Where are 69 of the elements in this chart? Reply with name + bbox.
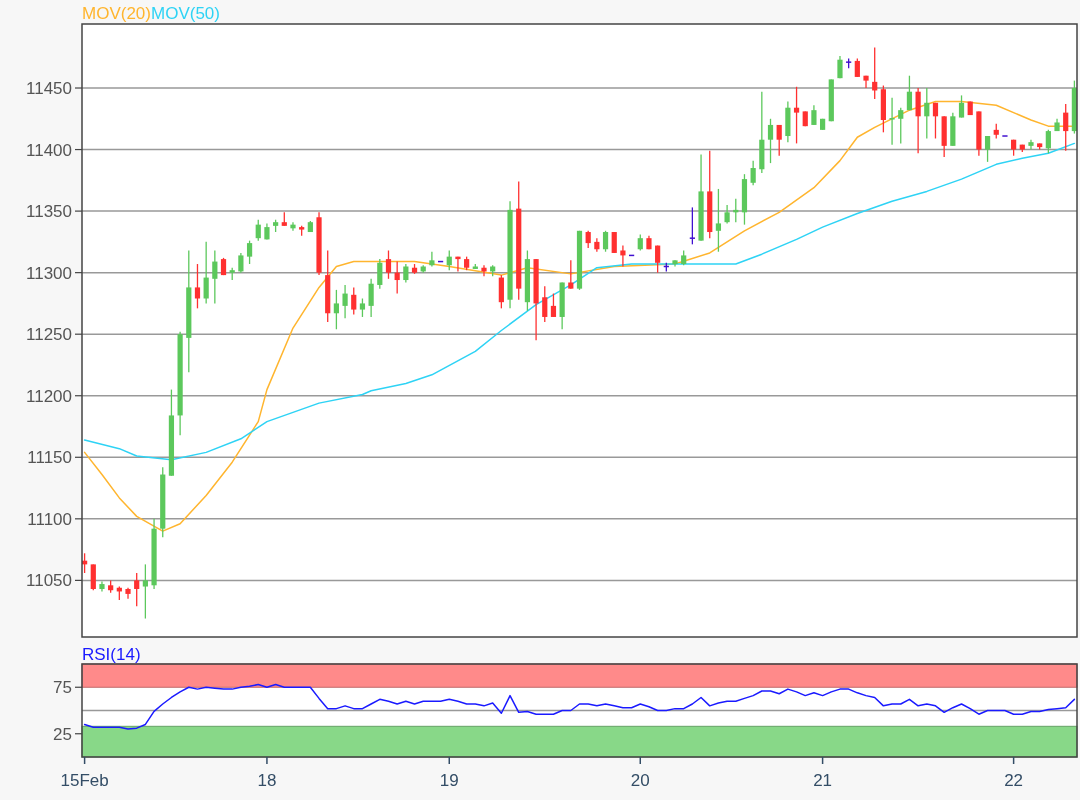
- candlestick: [888, 97, 896, 146]
- candlestick: [655, 244, 661, 274]
- y-tick-label: 25: [53, 724, 72, 744]
- candlestick: [455, 255, 461, 273]
- candlestick: [429, 251, 435, 268]
- candlestick: [542, 285, 548, 323]
- candlestick: [906, 75, 913, 111]
- candlestick: [1063, 103, 1069, 152]
- candlestick: [689, 206, 696, 245]
- candlestick: [602, 230, 609, 253]
- candlestick: [767, 118, 774, 164]
- candlestick: [620, 244, 626, 268]
- candlestick: [898, 107, 904, 145]
- candlestick: [142, 563, 148, 620]
- y-tick-label: 11300: [25, 263, 72, 283]
- candlestick: [481, 264, 487, 277]
- x-tick-label: 15Feb: [60, 771, 109, 790]
- candlestick: [750, 159, 756, 186]
- candlestick: [793, 86, 800, 145]
- candlestick: [351, 286, 357, 316]
- candlestick: [377, 258, 383, 290]
- text: MOV(50): [151, 4, 220, 23]
- candlestick: [1028, 139, 1034, 151]
- line-series: [83, 142, 1076, 461]
- x-tick-label: 19: [439, 771, 459, 790]
- candlestick: [212, 249, 218, 305]
- candlestick: [359, 297, 366, 318]
- y-tick-label: 11150: [27, 448, 72, 468]
- chart-title: RSI(14): [82, 645, 141, 664]
- candlestick: [403, 263, 409, 284]
- candlestick: [932, 102, 939, 140]
- candlestick: [984, 135, 991, 163]
- candlestick: [394, 260, 400, 295]
- candlestick: [550, 292, 557, 318]
- y-tick-label: 11450: [25, 78, 72, 98]
- candlestick: [203, 241, 209, 305]
- y-tick-label: 11400: [25, 140, 72, 160]
- x-tick-label: 18: [257, 771, 277, 790]
- candlestick: [385, 249, 392, 280]
- candlestick: [958, 94, 965, 119]
- candlestick: [290, 221, 296, 232]
- y-tick-label: 11100: [27, 509, 72, 529]
- x-tick-label: 21: [813, 771, 833, 790]
- y-tick-label: 11200: [25, 386, 72, 406]
- candlestick: [134, 572, 140, 607]
- x-tick-label: 20: [630, 771, 650, 790]
- candlestick: [611, 231, 617, 254]
- text: MOV(20): [82, 4, 151, 23]
- candlestick: [924, 87, 930, 140]
- candlestick: [194, 263, 201, 309]
- candlestick: [568, 259, 574, 290]
- y-tick-label: 75: [53, 678, 72, 698]
- candlestick: [246, 239, 253, 265]
- line-series: [83, 683, 1076, 730]
- candlestick: [1045, 129, 1051, 154]
- candlestick: [238, 252, 244, 274]
- candlestick: [368, 278, 374, 318]
- candlestick: [854, 57, 860, 78]
- candlestick: [776, 124, 782, 157]
- candlestick: [333, 289, 339, 330]
- y-tick-label: 11250: [25, 325, 72, 345]
- candlestick: [724, 204, 730, 225]
- x-tick-label: 22: [1004, 771, 1024, 790]
- candlestick: [342, 284, 348, 319]
- candlestick: [811, 104, 817, 126]
- candlestick: [255, 219, 261, 242]
- y-tick-label: 11050: [25, 571, 72, 591]
- candlestick: [715, 188, 722, 253]
- y-tick-label: 11350: [25, 202, 72, 222]
